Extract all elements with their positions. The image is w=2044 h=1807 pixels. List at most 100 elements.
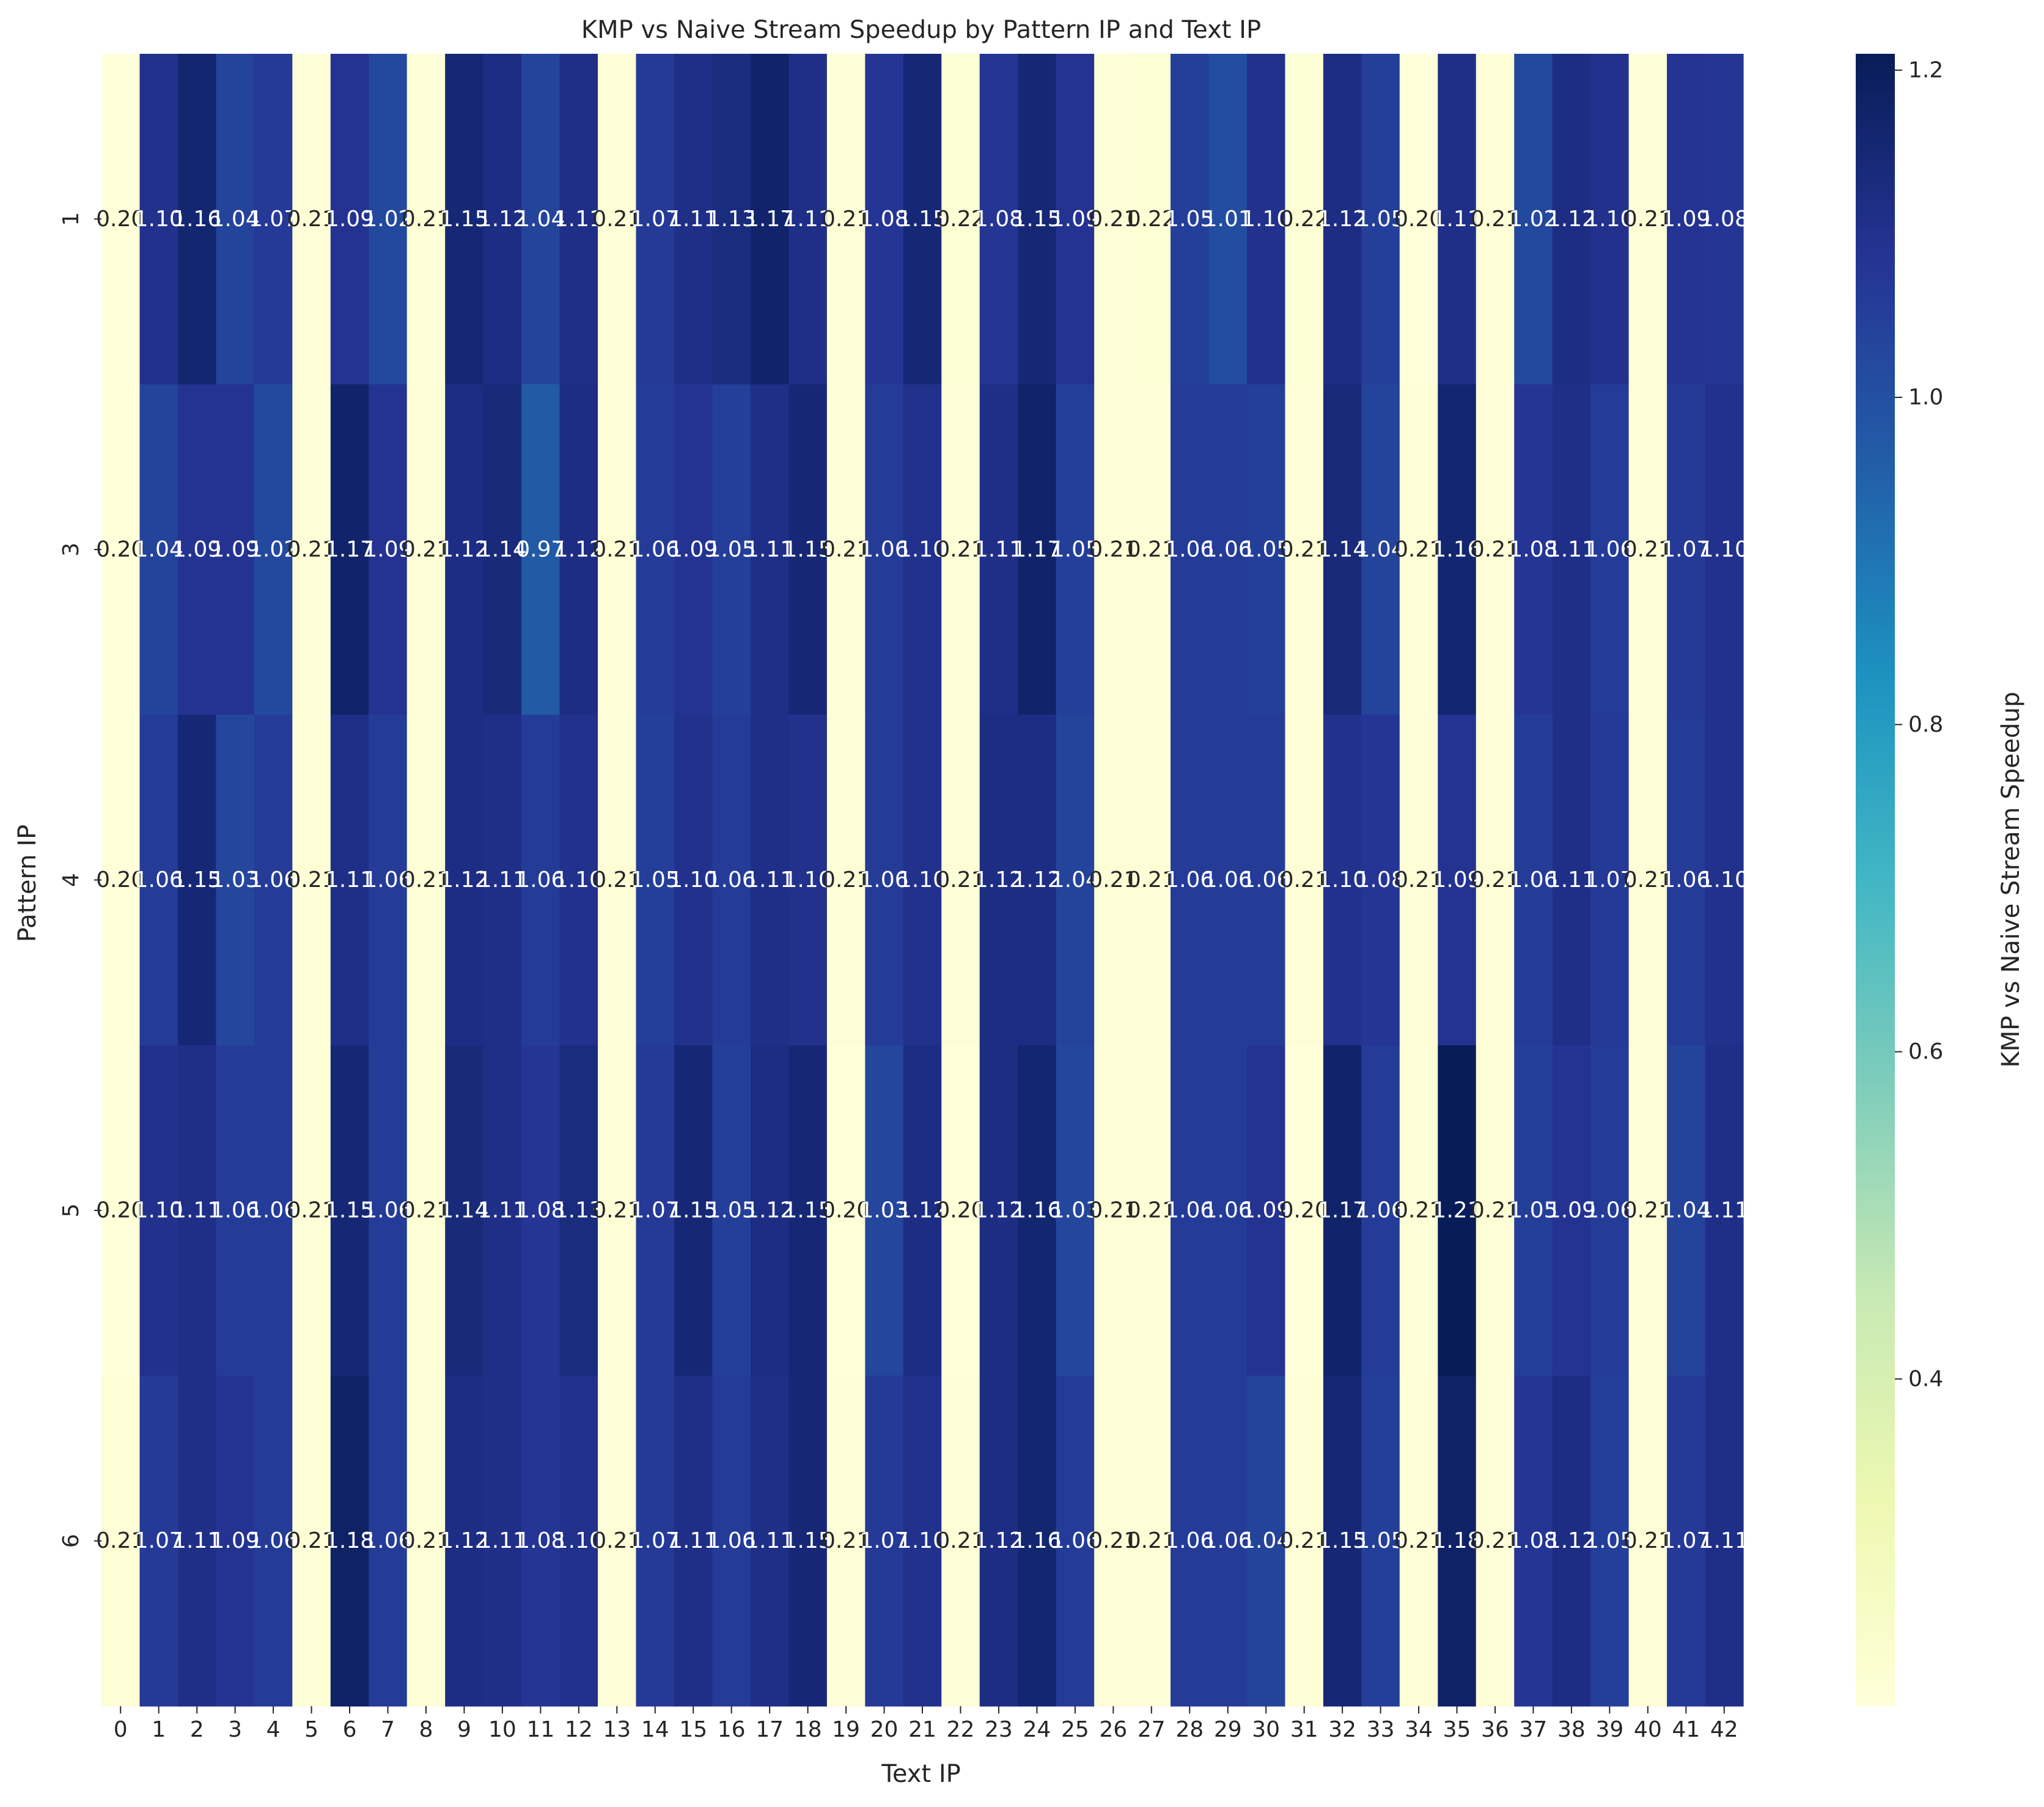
heatmap-cell [598,384,637,715]
heatmap-cell [1438,54,1477,385]
heatmap-cell [483,1375,522,1707]
cell-value-label: 1.08 [859,207,908,232]
cell-value-label: 1.05 [707,537,756,562]
heatmap-cell [1628,1045,1667,1376]
heatmap-cell [1285,1375,1324,1707]
heatmap-cell [445,1375,484,1707]
heatmap-cell [903,1045,942,1376]
heatmap-cell [1018,1045,1057,1376]
cell-value-label: 1.06 [631,537,680,562]
heatmap-cell [1094,715,1133,1046]
heatmap-cell [101,54,141,385]
cell-value-label: 1.06 [363,867,412,892]
cell-value-label: 1.09 [1661,207,1710,232]
cell-value-label: 1.06 [363,1528,412,1553]
cell-value-label: 0.21 [1394,867,1443,892]
x-tick-label: 10 [488,1717,517,1742]
cell-value-label: 0.21 [402,1528,450,1553]
heatmap-cell [1399,1375,1438,1707]
heatmap-cell [559,1375,598,1707]
heatmap-cell [1132,1045,1171,1376]
x-tick-label: 8 [419,1717,433,1742]
y-tick-label: 4 [59,873,84,887]
heatmap-cell [979,715,1018,1046]
heatmap-cell [1667,715,1706,1046]
cell-value-label: 1.06 [1356,1198,1405,1223]
cell-value-label: 1.11 [669,207,718,232]
cell-value-label: 1.10 [554,867,603,892]
heatmap-cell [1399,54,1438,385]
cell-value-label: 1.07 [631,1528,680,1553]
heatmap-cell [1246,1045,1286,1376]
heatmap-cell [1056,1375,1095,1707]
cell-value-label: 1.06 [1204,1198,1252,1223]
heatmap-cell [406,1045,446,1376]
heatmap-cell [1705,715,1744,1046]
x-tick-label: 18 [794,1717,822,1742]
heatmap-cell [216,1375,255,1707]
heatmap-cell [445,715,484,1046]
heatmap-cell [406,384,446,715]
heatmap-cell [1285,54,1324,385]
heatmap-cell [521,715,561,1046]
cell-value-label: 1.12 [974,1198,1023,1223]
heatmap-cell [750,384,789,715]
cell-value-label: 1.10 [1700,867,1749,892]
cell-value-label: 0.21 [1089,1528,1138,1553]
heatmap-cell [292,715,331,1046]
cell-value-label: 0.21 [1623,207,1672,232]
cell-value-label: 0.21 [96,1528,145,1553]
heatmap-cell [789,715,828,1046]
cell-value-label: 1.04 [516,207,565,232]
cell-value-label: 0.21 [1623,1528,1672,1553]
cell-value-label: 1.10 [1318,867,1367,892]
cell-value-label: 1.21 [1432,1198,1481,1223]
cell-value-label: 1.11 [1700,1528,1749,1553]
cell-value-label: 0.21 [402,1198,450,1223]
cell-value-label: 1.15 [898,207,947,232]
cell-value-label: 0.21 [1623,537,1672,562]
cell-value-label: 0.21 [936,537,985,562]
cell-value-label: 0.22 [1127,207,1176,232]
heatmap-cell [598,1045,637,1376]
cell-value-label: 1.15 [325,1198,374,1223]
heatmap-cell [559,54,598,385]
cell-value-label: 0.21 [1280,1528,1329,1553]
cell-value-label: 0.21 [592,1198,641,1223]
heatmap-cell [1705,54,1744,385]
x-tick-label: 4 [267,1717,281,1742]
heatmap-cell [750,1375,789,1707]
cell-value-label: 1.08 [516,1198,565,1223]
x-tick-label: 6 [343,1717,357,1742]
cell-value-label: 0.21 [822,867,870,892]
cell-value-label: 1.11 [172,1198,221,1223]
cell-value-label: 0.21 [822,207,870,232]
y-tick-label: 6 [59,1534,84,1548]
heatmap-cell [292,54,331,385]
cell-value-label: 0.20 [822,1198,870,1223]
cell-value-label: 1.09 [1432,867,1481,892]
heatmap-cell [1552,715,1591,1046]
heatmap-cell [1323,1375,1362,1707]
heatmap-cell [1208,384,1248,715]
cell-value-label: 1.09 [1547,1198,1596,1223]
heatmap-cell [865,1045,904,1376]
heatmap-cell [483,1045,522,1376]
heatmap-cell [1018,1375,1057,1707]
cell-value-label: 1.06 [859,867,908,892]
colorbar [1856,54,1895,1706]
cell-value-label: 1.09 [211,537,260,562]
heatmap-cell [1094,1375,1133,1707]
cell-value-label: 1.09 [1241,1198,1290,1223]
heatmap-cell [826,715,866,1046]
cell-value-label: 1.15 [669,1198,718,1223]
heatmap-cell [139,1045,178,1376]
heatmap-cell [1132,384,1171,715]
heatmap-cell [1667,54,1706,385]
cell-value-label: 1.05 [1509,1198,1557,1223]
heatmap-cell [369,1045,408,1376]
heatmap-cell [1285,715,1324,1046]
heatmap-cell [1361,54,1400,385]
cell-value-label: 1.03 [1051,1198,1100,1223]
x-tick-label: 24 [1023,1717,1051,1742]
